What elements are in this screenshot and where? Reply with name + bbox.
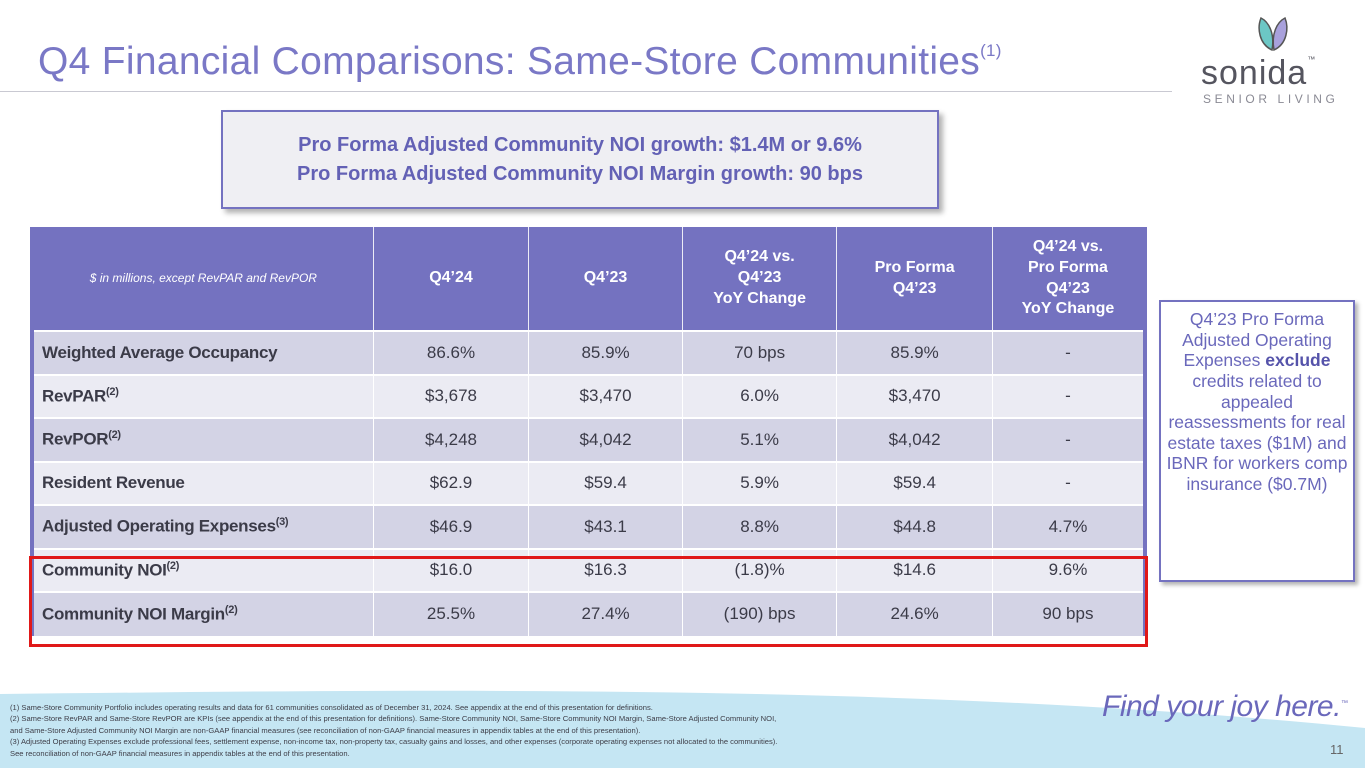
- logo-tm: ™: [1307, 55, 1317, 64]
- table-row: RevPAR(2) $3,678 $3,470 6.0% $3,470-: [32, 373, 1145, 418]
- table-cell: 86.6%: [372, 330, 529, 375]
- pro-forma-note: Q4’23 Pro Forma Adjusted Operating Expen…: [1159, 300, 1355, 582]
- table-cell: $59.4: [836, 460, 993, 505]
- footnote-line: and Same-Store Adjusted Community NOI Ma…: [10, 725, 641, 735]
- page-title-text: Q4 Financial Comparisons: Same-Store Com…: [38, 40, 981, 83]
- footnote-line: See reconciliation of non-GAAP financial…: [10, 748, 350, 758]
- footnote-ref: (3): [275, 516, 289, 529]
- logo-word-text: sonida: [1201, 54, 1308, 92]
- table-cell: 70 bps: [681, 330, 837, 375]
- table-cell: -: [991, 460, 1145, 505]
- note-text-before: Q4’23 Pro Forma Adjusted Operating Expen…: [1182, 309, 1332, 371]
- row-label-text: RevPAR: [42, 386, 107, 406]
- table-cell: 5.9%: [681, 460, 837, 505]
- table-cell: $46.9: [372, 504, 529, 549]
- callout-line-2: Pro Forma Adjusted Community NOI Margin …: [297, 162, 863, 185]
- footnote-ref: (2): [106, 385, 119, 398]
- table-cell: $44.8: [836, 504, 993, 549]
- tagline-text: Find your joy here.: [1102, 690, 1341, 723]
- leaf-logo-icon: [1258, 16, 1288, 52]
- row-label: RevPOR(2): [32, 417, 374, 462]
- title-divider: [0, 91, 1172, 92]
- table-row: RevPOR(2) $4,248 $4,042 5.1% $4,042-: [32, 417, 1145, 462]
- row-label: Adjusted Operating Expenses(3): [32, 504, 374, 549]
- tagline: Find your joy here.™: [1102, 690, 1348, 724]
- table-cell: 27.4%: [528, 591, 683, 636]
- row-label-text: Adjusted Operating Expenses: [42, 517, 276, 537]
- note-text-after: credits related to appealed reassessment…: [1166, 370, 1348, 495]
- table-cell: $62.9: [372, 460, 529, 505]
- table-cell: 24.6%: [836, 591, 993, 636]
- note-emphasis: exclude: [1265, 350, 1331, 371]
- page-number: 11: [1330, 742, 1344, 757]
- column-header: Q4’24 vs. Pro Forma Q4’23 YoY Change: [991, 227, 1145, 331]
- table-cell: $4,248: [372, 417, 529, 462]
- footnote-ref: (2): [224, 603, 238, 616]
- table-row: Community NOI Margin(2) 25.5% 27.4% (190) b…: [32, 591, 1145, 636]
- footnote-ref: (1): [980, 41, 1002, 60]
- table-cell: 25.5%: [372, 591, 529, 636]
- table-cell: 8.8%: [681, 504, 837, 549]
- callout-line-1: Pro Forma Adjusted Community NOI growth:…: [298, 133, 862, 156]
- table-cell: 4.7%: [991, 504, 1145, 549]
- table-cell: $43.1: [528, 504, 683, 549]
- table-cell: (1.8)%: [681, 547, 837, 592]
- footer-wave: [0, 690, 1365, 768]
- table-cell: $14.6: [836, 547, 993, 592]
- table-row: Adjusted Operating Expenses(3) $46.9 $43.1…: [32, 504, 1145, 549]
- table-cell: 6.0%: [681, 373, 837, 418]
- table-cell: -: [991, 330, 1145, 375]
- column-header: Q4’24 vs. Q4’23 YoY Change: [681, 227, 837, 331]
- table-cell: 90 bps: [991, 591, 1145, 636]
- footnote-ref: (2): [166, 559, 180, 572]
- table-cell: -: [991, 417, 1145, 462]
- table-cell: 85.9%: [528, 330, 683, 375]
- row-label-text: Community NOI Margin: [42, 604, 225, 624]
- row-label: RevPAR(2): [32, 373, 374, 418]
- row-label-text: Community NOI: [42, 560, 167, 580]
- row-label-text: Resident Revenue: [42, 473, 185, 493]
- row-label: Resident Revenue: [32, 460, 374, 505]
- column-header: Q4’24: [372, 227, 529, 331]
- noi-growth-callout: Pro Forma Adjusted Community NOI growth:…: [221, 110, 939, 209]
- footnote-line: (1) Same-Store Community Portfolio inclu…: [10, 703, 653, 712]
- table-cell: 9.6%: [991, 547, 1145, 592]
- row-label: Weighted Average Occupancy: [32, 330, 374, 375]
- table-cell: 5.1%: [681, 417, 837, 462]
- column-header: Pro Forma Q4’23: [836, 227, 993, 331]
- table-row: Resident Revenue $62.9 $59.4 5.9% $59.4-: [32, 460, 1145, 505]
- table-cell: -: [991, 373, 1145, 418]
- footnote-ref: (2): [108, 429, 121, 442]
- table-cell: $3,470: [528, 373, 683, 418]
- row-label-text: Weighted Average Occupancy: [42, 342, 278, 362]
- table-row: Weighted Average Occupancy 86.6% 85.9% 70 b…: [32, 330, 1145, 375]
- column-header: Q4’23: [528, 227, 683, 331]
- column-header: $ in millions, except RevPAR and RevPOR: [32, 227, 374, 331]
- table-cell: $3,678: [372, 373, 529, 418]
- footnotes: (1) Same-Store Community Portfolio inclu…: [10, 702, 970, 759]
- table-cell: $4,042: [836, 417, 993, 462]
- table-cell: (190) bps: [681, 591, 837, 636]
- table-cell: $4,042: [528, 417, 683, 462]
- page-title: Q4 Financial Comparisons: Same-Store Com…: [38, 40, 1002, 84]
- footnote-line: (2) Same-Store RevPAR and Same-Store Rev…: [10, 714, 777, 724]
- table-cell: 85.9%: [836, 330, 993, 375]
- logo-subtitle: SENIOR LIVING: [1203, 92, 1339, 106]
- row-label: Community NOI Margin(2): [32, 591, 374, 636]
- financial-comparison-table: $ in millions, except RevPAR and RevPOR Q…: [30, 227, 1147, 636]
- table-row: Community NOI(2) $16.0 $16.3 (1.8)% $14.6 9.6…: [32, 547, 1145, 592]
- footnote-line: (3) Adjusted Operating Expenses exclude …: [10, 737, 778, 747]
- table-cell: $59.4: [528, 460, 683, 505]
- table-header-row: $ in millions, except RevPAR and RevPOR Q…: [32, 227, 1145, 331]
- sonida-logo: sonida™ SENIOR LIVING: [1195, 14, 1355, 106]
- row-label-text: RevPOR: [42, 430, 109, 450]
- row-label: Community NOI(2): [32, 547, 374, 592]
- table-cell: $3,470: [836, 373, 993, 418]
- table-cell: $16.3: [528, 547, 683, 592]
- logo-wordmark: sonida™: [1201, 54, 1316, 93]
- tagline-tm: ™: [1340, 700, 1348, 707]
- table-cell: $16.0: [372, 547, 529, 592]
